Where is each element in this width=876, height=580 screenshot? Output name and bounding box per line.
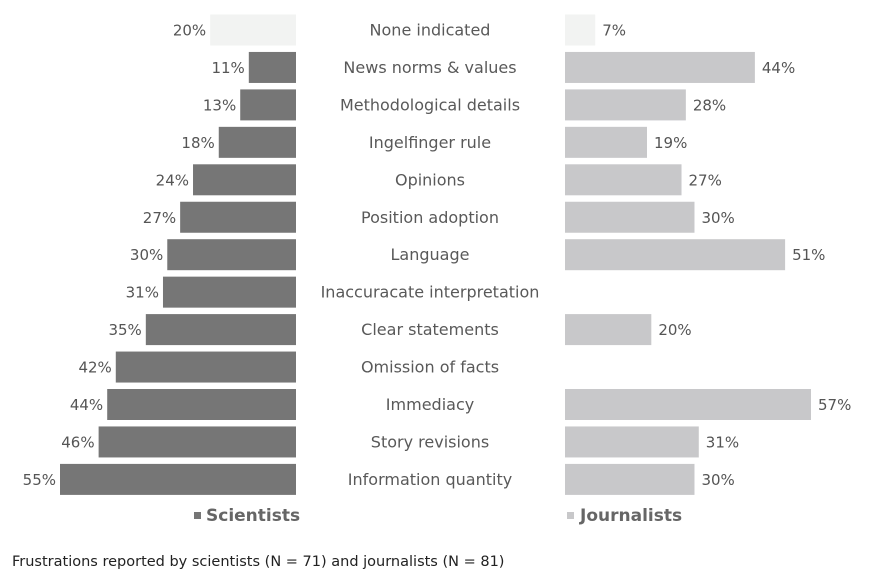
journalists-bar-news-norms-values (565, 51, 755, 83)
scientists-value-label: 42% (78, 359, 111, 377)
legend: Scientists Journalists (194, 506, 682, 526)
scientists-bar-methodological-details (240, 89, 296, 121)
journalists-bar-methodological-details (565, 89, 686, 121)
figure-caption: Frustrations reported by scientists (N =… (12, 554, 505, 570)
category-label-opinions: Opinions (395, 170, 465, 189)
scientists-value-label: 35% (108, 321, 141, 339)
journalists-value-labels: 7% 44% 28% 19% 27% 30% 51% 20% 57% 31% 30% (602, 22, 851, 489)
category-label-immediacy: Immediacy (386, 395, 474, 414)
category-label-news-norms-values: News norms & values (343, 58, 516, 77)
journalists-bars (565, 14, 811, 495)
scientists-value-label: 13% (203, 96, 236, 114)
scientists-value-label: 27% (143, 209, 176, 227)
scientists-bar-none-indicated (210, 14, 296, 46)
legend-label-scientists: Scientists (206, 506, 300, 526)
journalists-bar-information-quantity (565, 463, 695, 495)
journalists-value-label: 27% (689, 171, 722, 189)
journalists-value-label: 30% (701, 209, 734, 227)
journalists-value-label: 51% (792, 246, 825, 264)
category-label-story-revisions: Story revisions (371, 432, 489, 451)
scientists-value-label: 44% (70, 396, 103, 414)
journalists-value-label: 44% (762, 59, 795, 77)
scientists-bar-ingelfinger-rule (218, 126, 296, 158)
journalists-bar-opinions (565, 164, 682, 196)
scientists-value-labels: 20% 11% 13% 18% 24% 27% 30% 31% 35% 42% 44% 46% 55% (23, 22, 245, 489)
butterfly-bar-chart: 20%11%13%18%24%27%30%31%35%42%44%46%55% … (23, 14, 851, 526)
category-label-language: Language (391, 245, 470, 264)
category-label-inaccuracate-interpretation: Inaccuracate interpretation (321, 283, 540, 302)
scientists-value-label: 24% (156, 171, 189, 189)
scientists-value-label: 46% (61, 433, 94, 451)
legend-swatch-scientists (194, 512, 201, 519)
scientists-bar-news-norms-values (248, 51, 296, 83)
scientists-bar-position-adoption (180, 201, 296, 233)
journalists-value-label: 57% (818, 396, 851, 414)
journalists-bar-immediacy (565, 389, 811, 420)
journalists-value-label: 7% (602, 22, 626, 40)
scientists-bar-information-quantity (60, 463, 296, 495)
legend-swatch-journalists (567, 512, 574, 519)
scientists-bar-opinions (193, 164, 296, 196)
journalists-bar-story-revisions (565, 426, 699, 458)
category-labels: None indicated News norms & values Methodo… (321, 21, 540, 489)
category-label-none-indicated: None indicated (370, 21, 491, 40)
scientists-bars (60, 14, 296, 495)
scientists-bar-omission-of-facts (115, 351, 296, 383)
category-label-methodological-details: Methodological details (340, 95, 520, 114)
journalists-value-label: 30% (701, 471, 734, 489)
scientists-bar-inaccuracate-interpretation (162, 276, 296, 308)
scientists-value-label: 20% (173, 22, 206, 40)
scientists-value-label: 31% (126, 284, 159, 302)
scientists-value-label: 30% (130, 246, 163, 264)
journalists-bar-language (565, 239, 786, 271)
scientists-bar-story-revisions (98, 426, 296, 458)
category-label-clear-statements: Clear statements (361, 320, 499, 339)
journalists-bar-ingelfinger-rule (565, 126, 647, 158)
journalists-value-label: 31% (706, 433, 739, 451)
scientists-value-label: 11% (211, 59, 244, 77)
journalists-bar-position-adoption (565, 201, 695, 233)
journalists-value-label: 19% (654, 134, 687, 152)
journalists-value-label: 20% (658, 321, 691, 339)
legend-label-journalists: Journalists (579, 506, 682, 526)
category-label-ingelfinger-rule: Ingelfinger rule (369, 133, 491, 152)
scientists-value-label: 18% (181, 134, 214, 152)
journalists-bar-clear-statements (565, 314, 652, 346)
category-label-information-quantity: Information quantity (348, 470, 512, 489)
scientists-bar-immediacy (107, 389, 296, 420)
scientists-bar-clear-statements (145, 314, 296, 346)
journalists-value-label: 28% (693, 96, 726, 114)
scientists-value-label: 55% (23, 471, 56, 489)
category-label-position-adoption: Position adoption (361, 208, 499, 227)
journalists-bar-none-indicated (565, 14, 596, 46)
scientists-bar-language (167, 239, 296, 271)
category-label-omission-of-facts: Omission of facts (361, 358, 499, 377)
